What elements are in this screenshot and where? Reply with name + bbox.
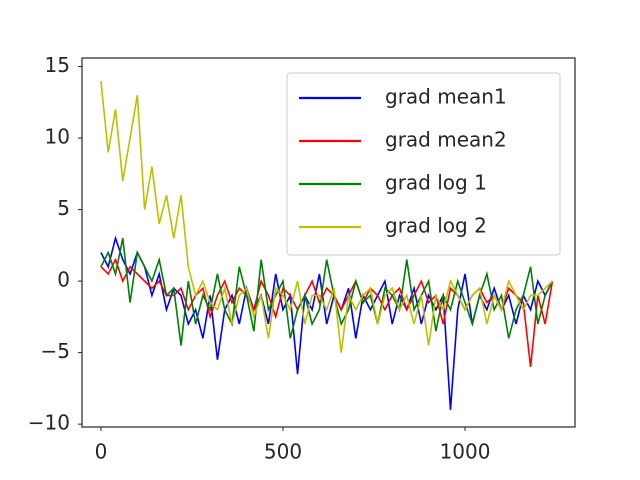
legend-label: grad log 1 — [385, 171, 487, 195]
series-line — [100, 80, 553, 353]
y-tick-label: −10 — [28, 411, 70, 435]
x-tick-label: 500 — [264, 440, 302, 464]
x-tick-label: 0 — [95, 440, 108, 464]
y-tick-label: 15 — [45, 53, 70, 77]
y-tick-label: −5 — [41, 339, 70, 363]
y-tick-label: 5 — [57, 196, 70, 220]
legend-label: grad log 2 — [385, 214, 487, 238]
legend-label: grad mean2 — [385, 128, 507, 152]
y-tick-label: 0 — [57, 268, 70, 292]
y-tick-label: 10 — [45, 125, 70, 149]
series-line — [100, 238, 554, 346]
legend-label: grad mean1 — [385, 85, 507, 109]
x-tick-label: 1000 — [440, 440, 491, 464]
legend-box — [286, 72, 561, 256]
